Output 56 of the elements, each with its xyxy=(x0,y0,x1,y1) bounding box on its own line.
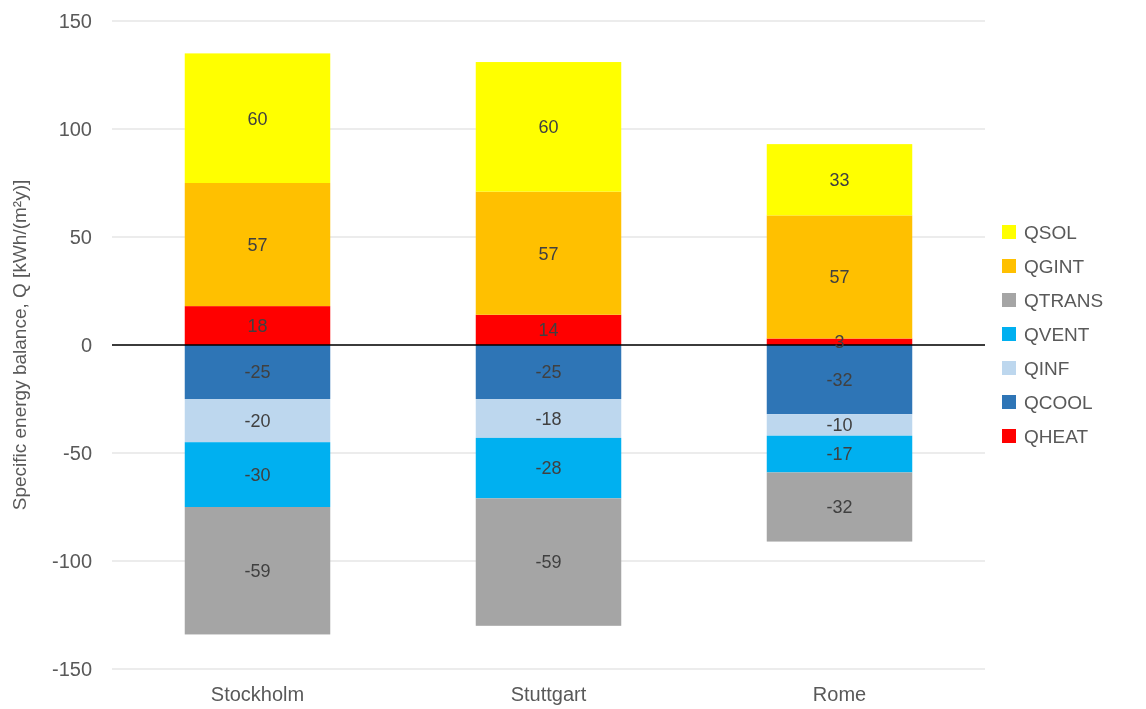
bar xyxy=(184,507,331,635)
y-tick-label: 50 xyxy=(69,226,92,248)
bar xyxy=(184,442,331,507)
data-label: -28 xyxy=(535,458,562,479)
legend-label: QHEAT xyxy=(1024,425,1089,447)
bar xyxy=(475,498,622,626)
data-label: -30 xyxy=(244,464,271,485)
data-label: -17 xyxy=(826,444,853,465)
y-tick-label: -100 xyxy=(51,550,92,572)
y-tick-label: 100 xyxy=(58,118,92,140)
data-label: 33 xyxy=(829,170,850,191)
bar xyxy=(184,306,331,345)
x-tick-label: Stuttgart xyxy=(510,683,587,705)
bar xyxy=(475,191,622,315)
legend-label: QINF xyxy=(1024,357,1070,379)
y-tick-label: -50 xyxy=(63,442,92,464)
bar xyxy=(766,144,913,216)
bar xyxy=(475,314,622,345)
bar xyxy=(766,472,913,542)
bar xyxy=(766,414,913,436)
data-label: -59 xyxy=(244,561,271,582)
data-label: -32 xyxy=(826,369,853,390)
bar xyxy=(184,399,331,443)
bar xyxy=(184,53,331,183)
legend-label: QSOL xyxy=(1024,221,1077,243)
data-label: 14 xyxy=(538,320,559,341)
bar xyxy=(475,345,622,399)
legend-label: QCOOL xyxy=(1024,391,1093,413)
bar xyxy=(184,345,331,399)
data-label: 60 xyxy=(247,108,268,129)
bar xyxy=(475,62,622,192)
data-label: 60 xyxy=(538,117,559,138)
legend-label: QTRANS xyxy=(1024,289,1104,311)
data-label: 57 xyxy=(538,243,559,264)
legend-label: QGINT xyxy=(1024,255,1085,277)
bar xyxy=(475,399,622,438)
data-label: -59 xyxy=(535,552,562,573)
x-tick-label: Stockholm xyxy=(210,683,305,705)
bar xyxy=(766,435,913,473)
y-tick-label: 0 xyxy=(80,334,92,356)
bar xyxy=(184,183,331,307)
data-label: 18 xyxy=(247,315,268,336)
data-label: -10 xyxy=(826,415,853,436)
data-label: 57 xyxy=(829,267,850,288)
y-tick-label: -150 xyxy=(51,658,92,680)
bar xyxy=(475,437,622,499)
data-label: -32 xyxy=(826,497,853,518)
data-label: 57 xyxy=(247,234,268,255)
data-label: -25 xyxy=(535,362,562,383)
data-label: -25 xyxy=(244,362,271,383)
x-tick-label: Rome xyxy=(812,683,867,705)
y-tick-label: 150 xyxy=(58,10,92,32)
legend-label: QVENT xyxy=(1024,323,1090,345)
data-label: -18 xyxy=(535,408,562,429)
y-axis-title: Specific energy balance, Q [kWh/(m²y)] xyxy=(9,179,30,511)
data-label: -20 xyxy=(244,410,271,431)
